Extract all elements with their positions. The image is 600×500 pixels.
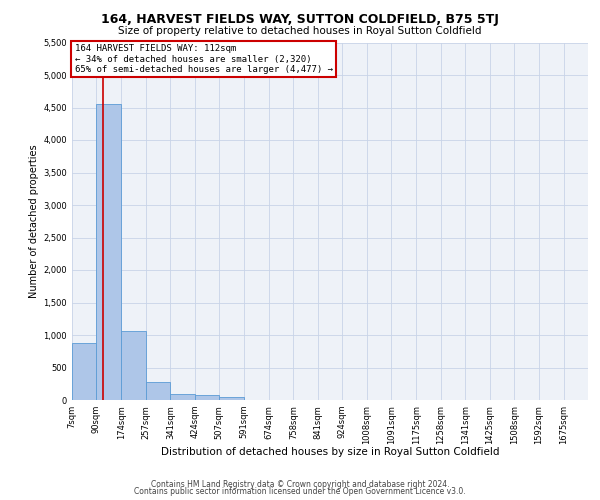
Text: Contains public sector information licensed under the Open Government Licence v3: Contains public sector information licen… xyxy=(134,487,466,496)
Bar xyxy=(220,397,244,400)
Y-axis label: Number of detached properties: Number of detached properties xyxy=(29,144,39,298)
Bar xyxy=(146,382,170,400)
X-axis label: Distribution of detached houses by size in Royal Sutton Coldfield: Distribution of detached houses by size … xyxy=(161,447,499,457)
Text: 164 HARVEST FIELDS WAY: 112sqm
← 34% of detached houses are smaller (2,320)
65% : 164 HARVEST FIELDS WAY: 112sqm ← 34% of … xyxy=(74,44,332,74)
Text: Contains HM Land Registry data © Crown copyright and database right 2024.: Contains HM Land Registry data © Crown c… xyxy=(151,480,449,489)
Text: Size of property relative to detached houses in Royal Sutton Coldfield: Size of property relative to detached ho… xyxy=(118,26,482,36)
Bar xyxy=(195,395,220,400)
Bar xyxy=(72,343,97,400)
Bar xyxy=(121,331,146,400)
Bar xyxy=(170,394,195,400)
Bar xyxy=(97,104,121,400)
Text: 164, HARVEST FIELDS WAY, SUTTON COLDFIELD, B75 5TJ: 164, HARVEST FIELDS WAY, SUTTON COLDFIEL… xyxy=(101,12,499,26)
